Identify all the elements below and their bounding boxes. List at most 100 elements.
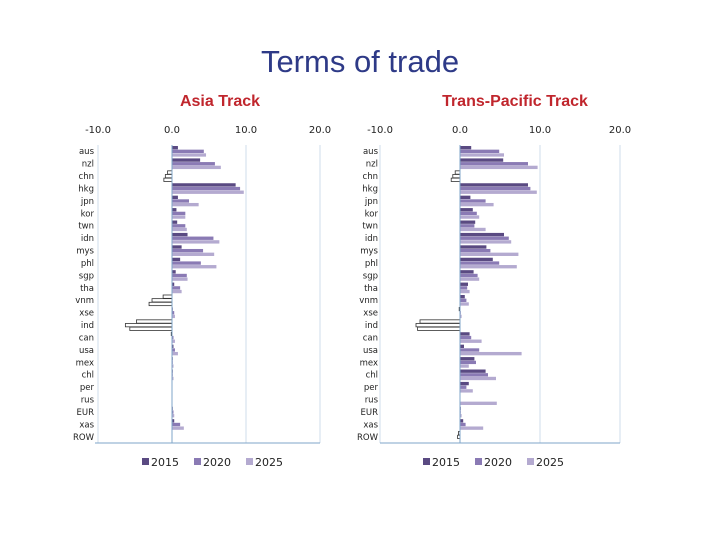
asia-bar-2015-usa [172,344,174,349]
asia-legend-swatch-2025 [246,458,253,465]
asia-category-label: idn [81,234,94,244]
tp-bar-2015-ind [419,319,461,324]
tp-bar-2020-jpn [460,199,486,203]
asia-bar-2025-chl [172,376,174,381]
tp-bar-2020-can [460,335,472,340]
asia-category-label: kor [81,209,95,219]
tp-bar-2025-rus [460,401,497,405]
asia-bar-2025-vnm [148,301,173,307]
asia-bar-2020-tha [172,286,181,290]
asia-category-label: aus [79,147,95,157]
tp-bar-2020-chl [460,373,488,377]
asia-bar-2015-xas [172,419,175,423]
asia-bar-2015-aus [172,145,178,150]
tp-bar-2025-EUR [460,414,462,418]
asia-bar-2025-jpn [172,202,199,207]
tp-category-label: xas [363,420,378,430]
tp-bar-2015-idn [460,232,504,237]
asia-category-label: mys [76,247,94,257]
asia-category-label: phl [81,259,94,269]
tp-bar-2025-phl [460,265,517,269]
tp-bar-2015-sgp [460,270,474,274]
tp-bar-2015-phl [460,257,493,262]
asia-legend-label-2015: 2015 [151,456,179,469]
asia-bar-2020-ind [124,323,173,328]
asia-bar-2015-twn [172,220,178,224]
asia-bar-2020-twn [172,224,186,228]
asia-bar-2025-idn [172,240,220,244]
asia-bar-2020-aus [172,149,204,153]
tp-bar-2025-kor [460,215,480,219]
asia-category-label: tha [80,284,94,294]
asia-bar-2025-nzl [172,165,221,170]
tp-bar-2015-vnm [460,294,465,299]
tp-bar-2015-aus [460,145,472,150]
asia-bar-2025-xas [172,426,184,430]
tp-bar-2025-chn [450,177,461,182]
tp-bar-2020-ind [415,323,461,328]
tp-bar-2015-hkg [460,183,528,187]
asia-legend-swatch-2020 [194,458,201,465]
tp-bar-2020-idn [460,236,509,240]
asia-bar-2015-idn [172,232,188,237]
tp-bar-2025-twn [460,227,486,232]
asia-tick-label: 20.0 [309,125,331,136]
tp-bar-2025-sgp [460,277,480,281]
asia-bar-2025-ind [129,326,173,331]
asia-bar-2020-usa [172,348,175,352]
tp-bar-2020-usa [460,348,480,352]
tp-category-label: vnm [359,296,378,306]
tp-bar-2025-vnm [460,302,469,306]
asia-bar-2020-nzl [172,162,215,166]
tp-category-label: kor [365,209,379,219]
asia-bar-2025-kor [172,215,186,219]
asia-bar-2025-sgp [172,277,188,281]
tp-bar-2015-mex [460,357,475,361]
asia-bar-2025-phl [172,265,217,269]
tp-bar-2020-per [460,385,467,389]
asia-bar-2015-ind [136,319,173,324]
tp-bar-2025-nzl [460,165,538,170]
tp-legend-swatch-2025 [527,458,534,465]
tp-bar-2020-chn [452,174,461,179]
tp-bar-2020-mys [460,248,491,253]
asia-bar-2020-kor [172,211,186,216]
asia-chart-title: Asia Track [179,93,261,110]
asia-category-label: vnm [75,296,94,306]
asia-legend-swatch-2015 [142,458,149,465]
asia-bar-2020-sgp [172,273,187,278]
tp-bar-2015-mys [460,245,487,249]
tp-bar-2015-usa [460,344,464,349]
asia-bar-2015-hkg [172,183,236,187]
tp-bar-2025-hkg [460,190,537,194]
tp-category-label: tha [364,284,378,294]
tp-bar-2020-sgp [460,273,478,278]
asia-category-label: sgp [79,271,94,281]
asia-bar-2020-jpn [172,199,190,203]
tp-bar-2015-chn [454,170,461,175]
tp-category-label: xse [363,309,378,319]
tp-bar-2015-nzl [460,158,504,162]
tp-category-label: chn [363,172,378,182]
tp-category-label: usa [363,346,378,356]
tp-category-label: phl [365,259,378,269]
tp-bar-2020-kor [460,211,477,216]
tp-bar-2025-aus [460,153,504,157]
asia-category-label: nzl [82,160,94,170]
tp-bar-2020-mex [460,360,476,365]
tp-tick-label: 20.0 [609,125,631,136]
tp-category-label: can [363,333,378,343]
tp-bar-2025-usa [460,351,522,356]
asia-bar-2020-xse [172,311,175,315]
asia-category-label: xas [79,420,94,430]
tp-tick-label: 10.0 [529,125,551,136]
tp-category-label: EUR [361,408,379,418]
tp-category-label: sgp [363,271,378,281]
tp-bar-2020-xas [460,422,466,427]
asia-bar-2015-mys [172,245,182,249]
tp-bar-2020-hkg [460,186,531,191]
asia-bar-2015-kor [172,208,177,212]
asia-bar-2015-jpn [172,195,178,200]
tp-bar-2015-chl [460,369,486,373]
asia-category-label: mex [76,358,94,368]
